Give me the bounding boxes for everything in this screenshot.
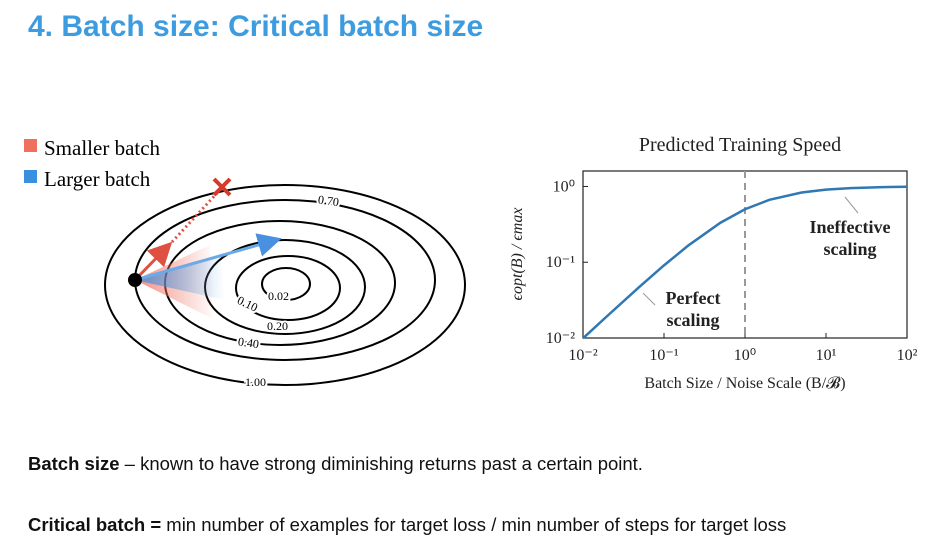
fan-blue <box>135 255 225 300</box>
x-tick-label: 10⁻² <box>568 347 597 364</box>
legend-label: Smaller batch <box>44 136 161 160</box>
body-bold: Critical batch = <box>28 514 161 535</box>
contour-label: 0.40 <box>237 334 260 351</box>
annotation-text: Ineffective <box>810 217 891 237</box>
annotation-pointer <box>642 292 656 306</box>
body-text: – known to have strong diminishing retur… <box>120 453 643 474</box>
annotation-text: scaling <box>823 239 876 259</box>
legend-swatch <box>24 139 37 152</box>
legend-swatch <box>24 170 37 183</box>
contour-label: 0.02 <box>268 289 289 303</box>
start-point <box>128 273 142 287</box>
y-tick-label: 10⁻² <box>546 330 575 347</box>
arrow-dotted <box>170 190 220 244</box>
legend-label: Larger batch <box>44 167 151 191</box>
annotation-pointer <box>844 196 859 214</box>
chart-title: Predicted Training Speed <box>639 134 841 156</box>
body-bold: Batch size <box>28 453 120 474</box>
contour-diagram: Smaller batch Larger batch 0.70 0.02 0.1… <box>24 136 466 391</box>
y-axis-label: ϵopt(B) / ϵmax <box>509 208 526 301</box>
contour <box>235 255 341 321</box>
y-tick-label: 10⁻¹ <box>546 254 575 271</box>
annotation-text: scaling <box>666 310 719 330</box>
x-tick-label: 10⁻¹ <box>649 347 678 364</box>
arrow-large <box>134 233 282 282</box>
contour-label: 0.10 <box>235 293 260 315</box>
arrow-small <box>133 241 173 282</box>
contour-label: 0.20 <box>267 319 288 333</box>
y-tick-label: 10⁰ <box>553 178 575 195</box>
series-line <box>582 185 908 340</box>
contour-label: 0.70 <box>317 192 340 209</box>
contour <box>261 267 311 301</box>
x-tick-label: 10² <box>897 347 918 364</box>
x-mark <box>212 177 232 197</box>
body-text: min number of examples for target loss /… <box>161 514 786 535</box>
x-tick-label: 10¹ <box>816 347 837 364</box>
slide-title: 4. Batch size: Critical batch size <box>28 10 483 43</box>
x-tick-label: 10⁰ <box>734 347 756 364</box>
x-axis-label: Batch Size / Noise Scale (B/𝓑) <box>644 375 845 392</box>
line-chart: Predicted Training Speed Batch Size / No… <box>509 134 918 392</box>
contour <box>104 184 466 386</box>
annotation-text: Perfect <box>666 288 721 308</box>
body-line: Critical batch = min number of examples … <box>28 514 786 535</box>
contour-label: 1.00 <box>245 375 266 389</box>
body-line: Batch size – known to have strong dimini… <box>28 453 643 474</box>
